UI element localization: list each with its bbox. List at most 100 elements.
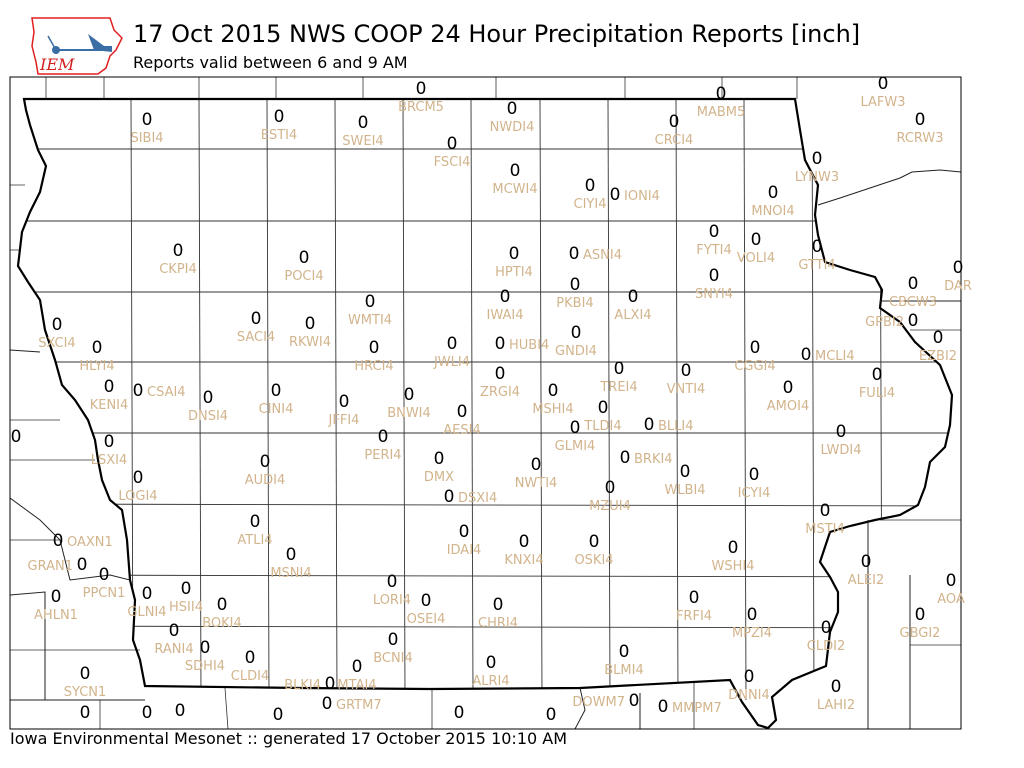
station-mcli4: 0 MCLI4 — [801, 345, 855, 365]
station-label: MNOI4 — [751, 204, 794, 219]
station-label: GBGI2 — [900, 626, 941, 641]
station-value: 0 — [447, 134, 458, 154]
station-label: MSTI4 — [805, 522, 845, 537]
station-label: FULI4 — [859, 386, 895, 401]
station-label: SACI4 — [237, 330, 275, 345]
station-label: SXCI4 — [38, 336, 75, 351]
station-label: KNXI4 — [504, 553, 543, 568]
station-unlabeled: 0 — [273, 705, 284, 725]
neighbor-county-lines — [10, 77, 961, 729]
station-value: 0 — [454, 703, 465, 723]
station-label: NWTI4 — [515, 476, 558, 491]
station-value: 0 — [142, 110, 153, 130]
station-label: CKPI4 — [159, 262, 197, 277]
station-label: AOA — [937, 592, 965, 607]
station-unlabeled: 0 — [175, 701, 186, 721]
station-label: IWAI4 — [487, 308, 524, 323]
station-value: 0 — [610, 185, 621, 205]
station-label: SIBI4 — [130, 131, 163, 146]
station-value: 0 — [878, 74, 889, 94]
station-value: 0 — [908, 274, 919, 294]
station-label: BOKI4 — [202, 616, 242, 631]
station-value: 0 — [546, 705, 557, 725]
station-value: 0 — [80, 703, 91, 723]
station-value: 0 — [768, 183, 779, 203]
station-value: 0 — [175, 701, 186, 721]
iowa-state-border — [16, 97, 954, 729]
station-label: RKWI4 — [289, 335, 331, 350]
station-label: GPBI2 — [865, 315, 904, 330]
county-line — [10, 184, 961, 729]
station-value: 0 — [747, 605, 758, 625]
station-label: CBCW3 — [889, 295, 937, 310]
station-label: EZBI2 — [919, 349, 957, 364]
station-label: LOGI4 — [118, 489, 157, 504]
station-label: ICYI4 — [738, 486, 771, 501]
station-value: 0 — [598, 398, 609, 418]
county-line — [266, 99, 270, 701]
station-value: 0 — [872, 365, 883, 385]
station-label: SWEI4 — [342, 134, 383, 149]
station-label: MSNI4 — [270, 566, 311, 581]
station-value: 0 — [133, 468, 144, 488]
station-value: 0 — [709, 222, 720, 242]
station-label: DNNI4 — [728, 688, 770, 703]
station-value: 0 — [200, 638, 211, 658]
station-label: HLYI4 — [79, 359, 114, 374]
station-value: 0 — [728, 538, 739, 558]
station-unlabeled: 0 — [454, 703, 465, 723]
station-label: RANI4 — [154, 642, 193, 657]
station-label: DOWM7 — [572, 695, 625, 710]
station-label: WMTI4 — [348, 313, 392, 328]
station-label: LWDI4 — [820, 443, 861, 458]
station-value: 0 — [716, 84, 727, 104]
station-value: 0 — [80, 664, 91, 684]
station-label: CRCI4 — [655, 133, 694, 148]
station-label: DSXI4 — [458, 491, 497, 506]
page-subtitle: Reports valid between 6 and 9 AM — [133, 53, 408, 72]
station-label: MPZI4 — [732, 626, 772, 641]
station-label: ALXI4 — [614, 308, 651, 323]
station-value: 0 — [500, 287, 511, 307]
station-value: 0 — [53, 531, 64, 551]
logo-text: IEM — [39, 55, 75, 74]
station-value: 0 — [589, 532, 600, 552]
station-label: ZRGI4 — [480, 385, 520, 400]
station-label: SNYI4 — [695, 287, 733, 302]
station-value: 0 — [416, 79, 427, 99]
station-value: 0 — [92, 338, 103, 358]
station-label: BNWI4 — [387, 406, 431, 421]
station-label: OSEI4 — [407, 612, 446, 627]
station-value: 0 — [387, 572, 398, 592]
station-label: IDAI4 — [447, 543, 482, 558]
station-value: 0 — [444, 487, 455, 507]
station-unlabeled: 0 — [80, 703, 91, 723]
station-value: 0 — [619, 642, 630, 662]
station-value: 0 — [104, 432, 115, 452]
county-line — [811, 99, 815, 701]
station-value: 0 — [751, 230, 762, 250]
station-label: BLKI4 — [284, 678, 321, 693]
station-value: 0 — [812, 237, 823, 257]
county-line — [470, 99, 474, 701]
page-title: 17 Oct 2015 NWS COOP 24 Hour Precipitati… — [133, 20, 861, 48]
